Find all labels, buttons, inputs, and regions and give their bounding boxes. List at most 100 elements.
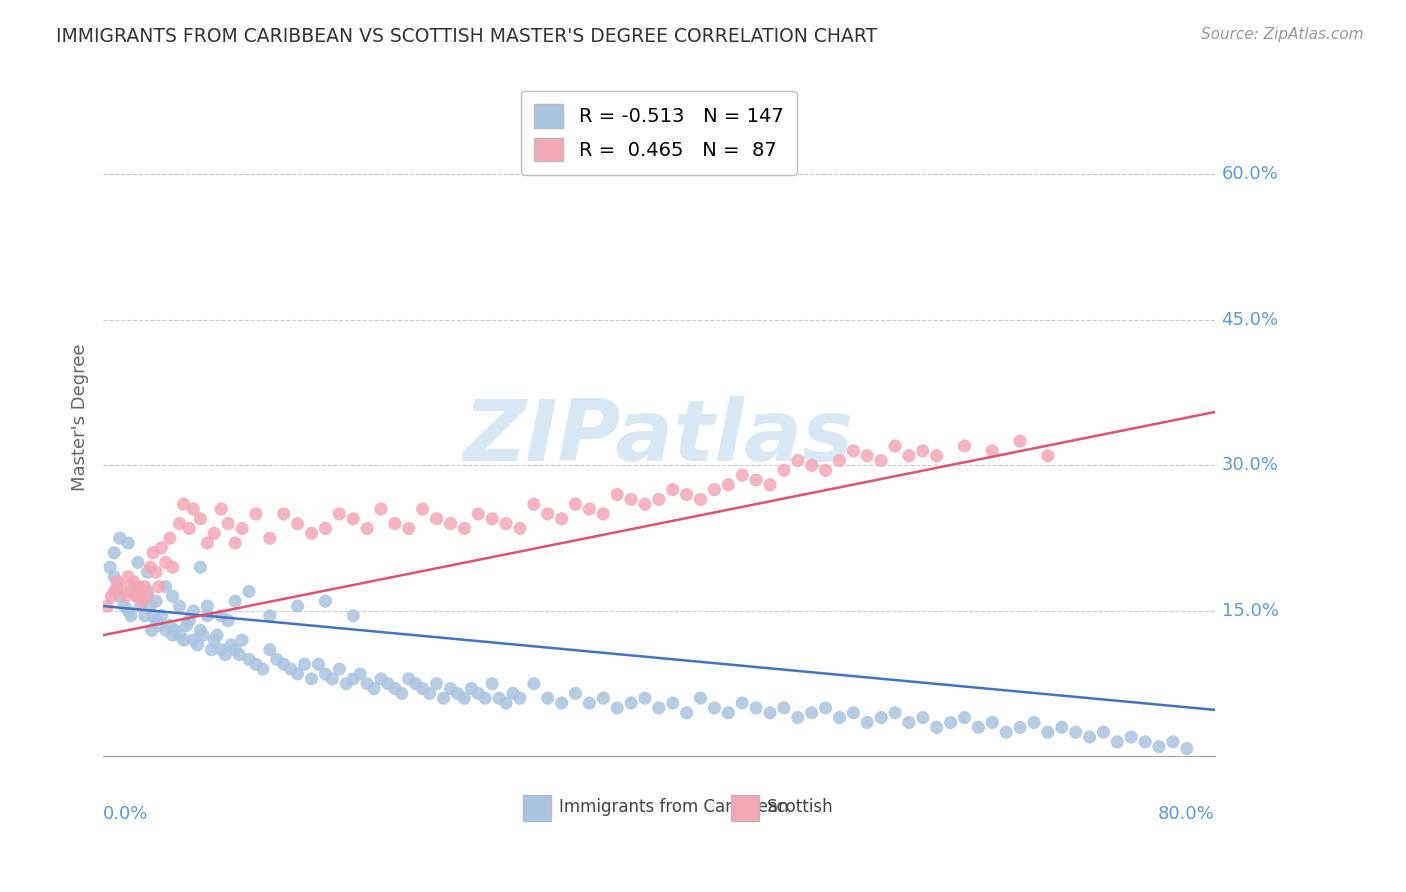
Point (405, 676, 427, 690)
Point (173, 497, 195, 511)
Point (884, 439, 907, 453)
Point (509, 691, 531, 706)
Text: Immigrants from Caribbean: Immigrants from Caribbean (558, 798, 789, 816)
Point (446, 686, 468, 700)
Point (689, 691, 711, 706)
Point (856, 449, 879, 463)
Point (745, 701, 768, 715)
Point (134, 608, 156, 623)
Point (294, 657, 316, 672)
Point (98, 560, 121, 574)
Point (314, 594, 336, 608)
Point (592, 691, 614, 706)
Point (703, 701, 725, 715)
Point (228, 648, 250, 662)
Point (259, 642, 281, 657)
Point (117, 536, 139, 550)
Point (136, 584, 159, 599)
Point (120, 608, 142, 623)
Point (150, 541, 173, 555)
Point (745, 473, 768, 487)
Point (314, 667, 336, 681)
Point (328, 662, 350, 676)
Point (195, 608, 218, 623)
Point (1121, 730, 1143, 744)
Point (191, 628, 214, 642)
Point (155, 624, 177, 638)
Point (897, 715, 920, 730)
Point (800, 706, 823, 720)
Text: IMMIGRANTS FROM CARIBBEAN VS SCOTTISH MASTER'S DEGREE CORRELATION CHART: IMMIGRANTS FROM CARIBBEAN VS SCOTTISH MA… (56, 27, 877, 45)
Point (224, 642, 246, 657)
Point (537, 507, 560, 521)
Point (1036, 449, 1059, 463)
Point (432, 691, 454, 706)
Point (460, 681, 482, 696)
Point (245, 657, 267, 672)
Point (129, 599, 152, 613)
Point (179, 521, 201, 535)
Point (1022, 715, 1045, 730)
Point (190, 624, 212, 638)
Point (550, 696, 572, 710)
Point (238, 652, 260, 666)
Text: 0.0%: 0.0% (103, 805, 149, 823)
Point (981, 443, 1004, 458)
Point (273, 657, 295, 672)
Point (467, 507, 489, 521)
Point (125, 590, 148, 604)
Point (648, 492, 671, 507)
Point (155, 580, 177, 594)
Point (120, 584, 142, 599)
Point (169, 599, 191, 613)
Point (1010, 720, 1032, 734)
Point (398, 521, 420, 535)
Point (169, 628, 191, 642)
Point (759, 706, 782, 720)
FancyBboxPatch shape (731, 795, 759, 821)
Text: Source: ZipAtlas.com: Source: ZipAtlas.com (1201, 27, 1364, 42)
Point (219, 638, 242, 652)
Point (141, 624, 163, 638)
Point (453, 521, 475, 535)
Point (578, 696, 600, 710)
Point (481, 676, 503, 690)
Point (321, 672, 343, 686)
Point (179, 614, 201, 628)
Text: ZIPatlas: ZIPatlas (464, 396, 853, 479)
Point (675, 706, 697, 720)
Point (426, 512, 449, 526)
Point (356, 676, 378, 690)
Point (159, 618, 181, 632)
Point (155, 556, 177, 570)
Point (202, 526, 225, 541)
Point (190, 512, 212, 526)
Point (786, 711, 808, 725)
Point (717, 478, 740, 492)
Point (231, 633, 253, 648)
Text: Scottish: Scottish (766, 798, 834, 816)
Point (224, 594, 246, 608)
Point (537, 691, 560, 706)
Point (939, 715, 962, 730)
Point (1161, 735, 1184, 749)
Point (202, 633, 225, 648)
Point (509, 521, 531, 535)
Point (1175, 741, 1198, 756)
Point (911, 443, 934, 458)
Point (870, 711, 893, 725)
Point (209, 642, 232, 657)
Point (1092, 725, 1115, 739)
Point (342, 512, 364, 526)
Point (195, 536, 218, 550)
Point (252, 662, 274, 676)
Point (280, 662, 302, 676)
Point (648, 701, 671, 715)
Point (108, 590, 131, 604)
Point (1147, 739, 1170, 754)
Point (103, 570, 125, 584)
Point (117, 570, 139, 584)
Point (122, 580, 145, 594)
Point (266, 652, 288, 666)
Point (370, 502, 392, 516)
